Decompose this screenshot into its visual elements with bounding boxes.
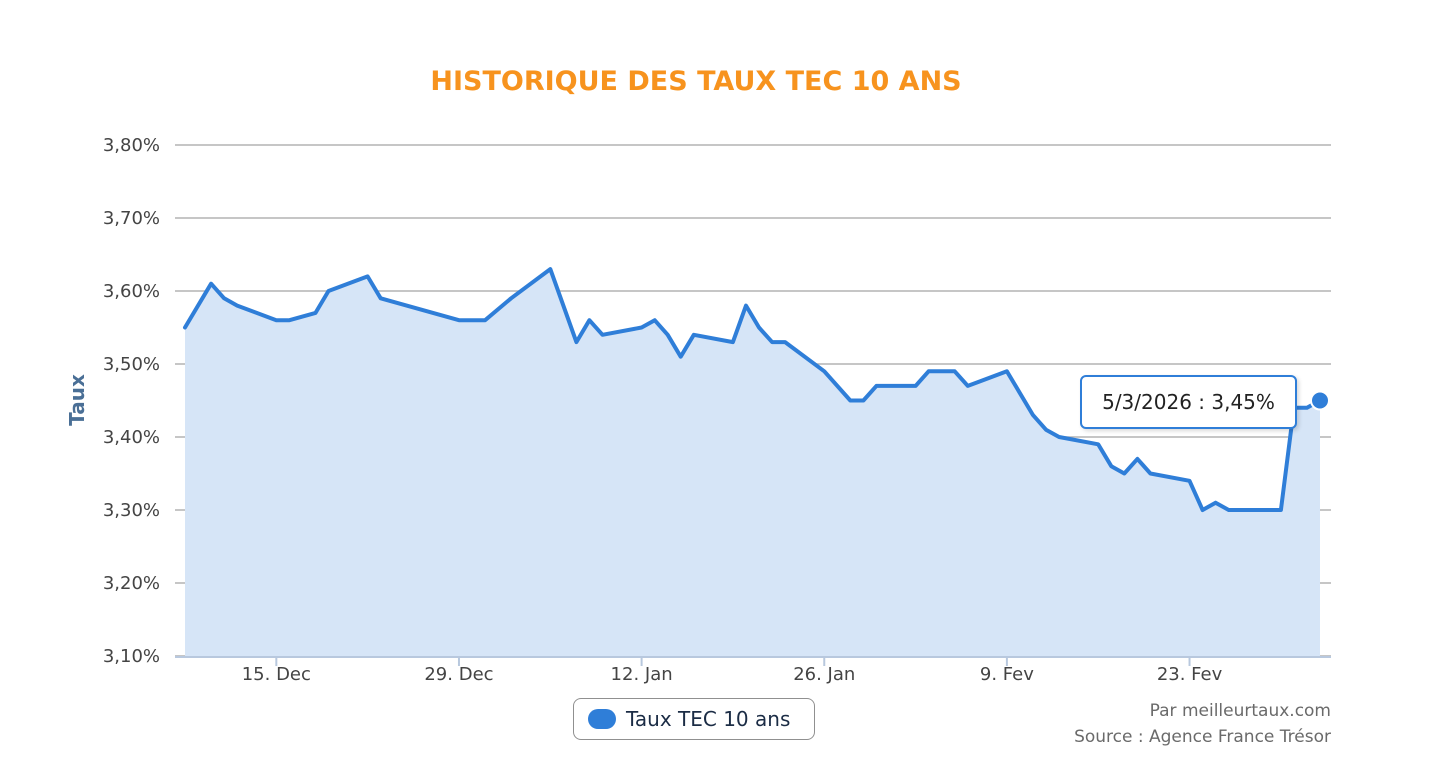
y-axis-labels: 3,10% 3,20% 3,30% 3,40% 3,50% 3,60% 3,70% 3,80% (103, 135, 160, 667)
y-tick-label: 3,60% (103, 281, 160, 302)
x-axis-labels: 15. Dec 29. Dec 12. Jan 26. Jan 9. Fev 23. Fe… (242, 664, 1223, 685)
chart-title: HISTORIQUE DES TAUX TEC 10 ANS (430, 66, 961, 97)
x-tick-label: 26. Jan (793, 664, 855, 685)
x-axis-ticks (275, 657, 1191, 666)
x-tick-label: 23. Fev (1157, 664, 1223, 685)
y-tick-label: 3,70% (103, 208, 160, 229)
y-tick-label: 3,40% (103, 427, 160, 448)
tooltip: 5/3/2026 : 3,45% (1080, 375, 1297, 429)
x-tick-label: 15. Dec (242, 664, 311, 685)
y-axis-title: Taux (65, 374, 89, 426)
credit-line-source: Source : Agence France Trésor (1074, 727, 1331, 747)
legend-label: Taux TEC 10 ans (626, 707, 791, 731)
x-tick-label: 9. Fev (980, 664, 1034, 685)
y-tick-label: 3,80% (103, 135, 160, 156)
x-tick-label: 29. Dec (424, 664, 493, 685)
credit-line-author: Par meilleurtaux.com (1149, 701, 1331, 721)
tooltip-text: 5/3/2026 : 3,45% (1102, 390, 1275, 414)
y-tick-label: 3,30% (103, 500, 160, 521)
y-tick-label: 3,50% (103, 354, 160, 375)
series-area-fill (185, 269, 1320, 656)
y-tick-label: 3,10% (103, 646, 160, 667)
legend-swatch (588, 709, 616, 729)
series-line[interactable] (183, 267, 1322, 512)
legend-item-taux-tec-10-ans[interactable]: Taux TEC 10 ans (573, 698, 815, 740)
credits: Par meilleurtaux.com Source : Agence Fra… (1074, 698, 1331, 750)
x-tick-label: 12. Jan (611, 664, 673, 685)
hovered-point-marker[interactable] (1310, 390, 1330, 411)
y-tick-label: 3,20% (103, 573, 160, 594)
